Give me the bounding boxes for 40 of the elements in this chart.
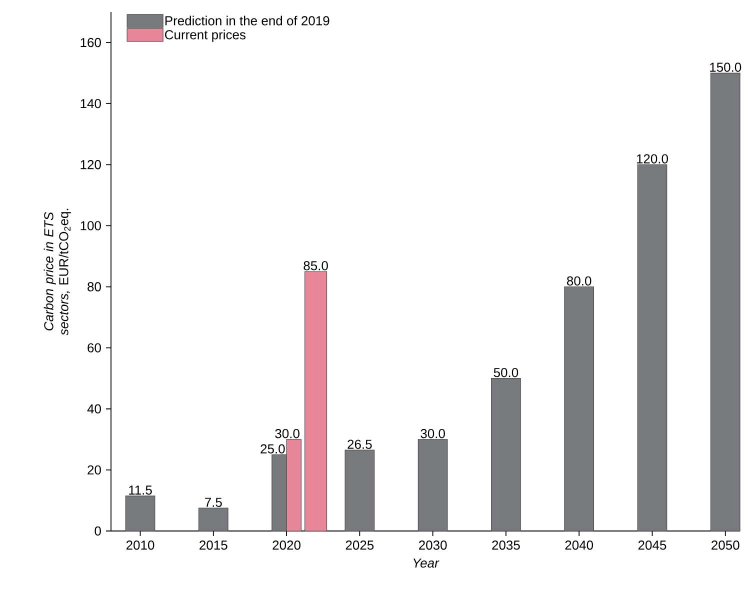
bar: [418, 439, 448, 532]
y-tick-label: 80: [88, 282, 101, 292]
data-label: 11.5: [129, 486, 152, 495]
x-tick-label: 2010: [126, 540, 154, 550]
y-tick-label: 60: [88, 343, 101, 352]
legend-label: Current prices: [165, 30, 246, 42]
bar: [564, 286, 594, 532]
bar: [344, 450, 375, 532]
data-label: 85.0: [304, 261, 328, 270]
bar: [125, 496, 156, 532]
y-tick-label: 100: [80, 221, 101, 230]
x-tick-label: 2015: [200, 540, 228, 550]
x-tick-label: 2035: [492, 540, 520, 550]
bar: [198, 508, 228, 532]
bar: [637, 164, 668, 532]
data-label: 50.0: [494, 368, 518, 378]
y-tick-label: 160: [80, 38, 101, 48]
y-tick-label: 120: [80, 160, 101, 170]
y-tick-label: 140: [80, 98, 101, 108]
x-tick-label: 2050: [712, 540, 740, 550]
y-tick-label: 20: [88, 465, 101, 475]
bar: [710, 72, 740, 532]
x-tick-label: 2045: [638, 540, 666, 550]
x-tick-label: 2030: [419, 540, 447, 550]
y-tick-label: 40: [87, 404, 101, 414]
y-tick-label: 0: [94, 526, 101, 536]
legend-label: Prediction in the end of 2019: [165, 16, 330, 26]
data-label: 7.5: [205, 498, 222, 507]
bar: [491, 378, 521, 532]
data-label: 120.0: [636, 154, 668, 164]
x-tick-label: 2040: [565, 540, 594, 550]
x-tick-label: 2020: [272, 540, 300, 550]
data-label: 80.0: [567, 276, 592, 286]
data-label: 25.0: [260, 444, 285, 454]
x-tick-label: 2025: [346, 540, 374, 550]
data-label: 30.0: [275, 429, 300, 438]
data-label: 150.0: [710, 62, 742, 72]
x-axis-title: Year: [413, 558, 440, 568]
data-label: 26.5: [348, 440, 372, 449]
data-label: 30.0: [420, 429, 445, 438]
